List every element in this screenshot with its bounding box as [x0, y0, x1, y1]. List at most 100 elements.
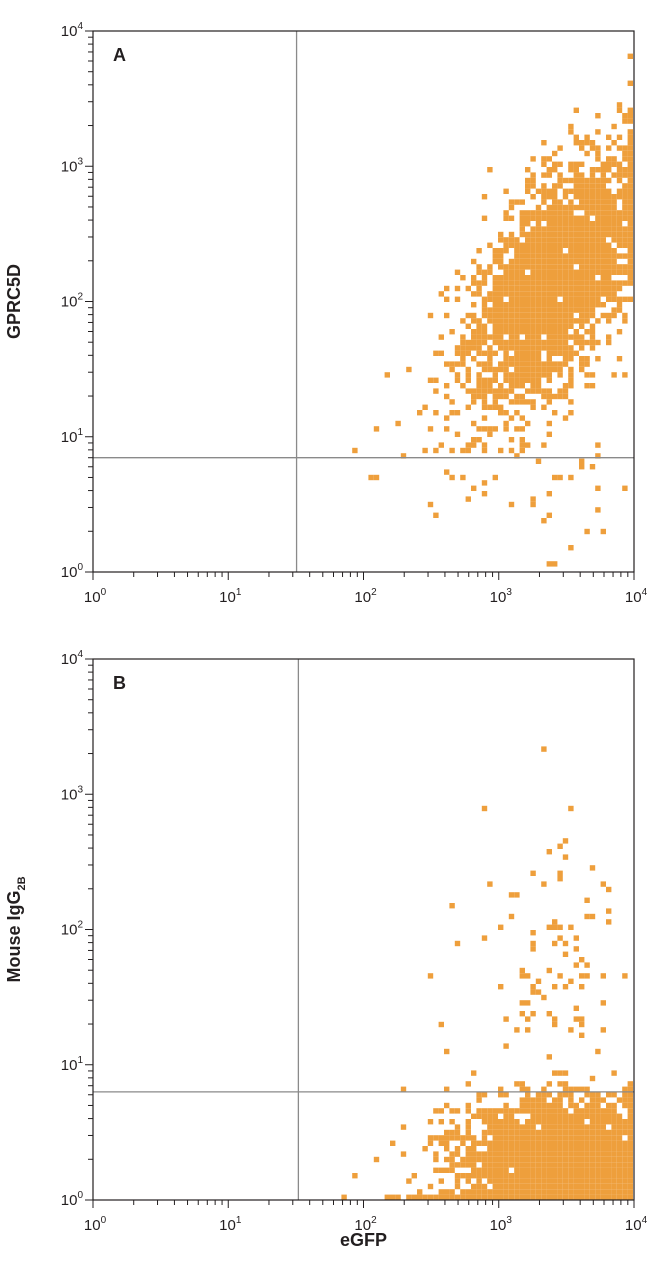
data-point	[530, 334, 536, 340]
data-point	[546, 1183, 552, 1190]
data-point	[611, 221, 617, 227]
data-point	[579, 291, 585, 297]
data-point	[535, 1119, 542, 1125]
data-point	[476, 1173, 482, 1179]
data-point	[535, 242, 542, 248]
data-point	[584, 1189, 590, 1195]
data-point	[568, 1027, 574, 1033]
data-point	[535, 388, 542, 394]
data-point	[530, 366, 536, 373]
data-point	[530, 296, 536, 302]
data-point	[492, 339, 498, 346]
data-point	[481, 312, 488, 319]
data-point	[557, 210, 563, 216]
data-point	[579, 226, 585, 232]
data-point	[476, 1113, 482, 1119]
data-point	[444, 296, 450, 302]
data-point	[627, 107, 633, 113]
data-point	[476, 1151, 482, 1157]
data-point	[530, 1113, 536, 1119]
data-point	[525, 1016, 531, 1022]
data-point	[589, 1140, 596, 1146]
data-point	[525, 264, 531, 270]
data-point	[562, 226, 569, 232]
data-point	[438, 1140, 444, 1146]
data-point	[611, 1156, 617, 1163]
data-point	[627, 221, 633, 227]
data-point	[600, 258, 606, 265]
data-point	[508, 199, 515, 205]
data-point	[562, 1086, 569, 1092]
data-point	[460, 1135, 466, 1141]
data-point	[535, 339, 542, 346]
data-point	[562, 188, 569, 194]
data-point	[616, 280, 623, 286]
data-point	[573, 1135, 579, 1141]
data-point	[562, 345, 569, 351]
data-point	[557, 275, 563, 281]
data-point	[508, 291, 515, 297]
data-point	[492, 426, 498, 432]
data-point	[627, 215, 633, 221]
data-point	[557, 1124, 563, 1130]
data-point	[600, 1162, 606, 1168]
data-point	[573, 107, 579, 113]
data-point	[476, 377, 482, 383]
data-point	[552, 264, 558, 270]
data-point	[568, 1194, 574, 1200]
data-point	[395, 420, 401, 427]
data-point	[579, 318, 585, 324]
data-point	[611, 1092, 617, 1098]
data-point	[606, 1102, 612, 1109]
data-point	[525, 377, 531, 383]
data-point	[579, 1167, 585, 1173]
data-point	[508, 361, 515, 367]
data-point	[552, 226, 558, 232]
data-point	[535, 1183, 542, 1190]
data-point	[492, 1113, 498, 1119]
data-point	[492, 474, 498, 481]
data-point	[568, 248, 574, 254]
data-point	[444, 1048, 450, 1055]
data-point	[562, 984, 569, 990]
data-point	[562, 1194, 569, 1200]
data-point	[557, 870, 563, 876]
data-point	[584, 194, 590, 200]
data-point	[525, 253, 531, 259]
data-point	[600, 167, 606, 173]
data-point	[552, 1102, 558, 1109]
data-point	[622, 485, 628, 491]
data-point	[616, 1167, 623, 1173]
data-point	[562, 318, 569, 324]
data-point	[519, 231, 525, 238]
data-point	[562, 415, 569, 421]
data-point	[541, 518, 547, 524]
data-point	[508, 1162, 515, 1168]
data-point	[476, 334, 482, 340]
data-point	[616, 215, 623, 221]
data-point	[546, 280, 552, 286]
data-point	[589, 264, 596, 270]
data-point	[525, 291, 531, 297]
data-point	[427, 973, 434, 979]
data-point	[514, 383, 520, 389]
data-point	[465, 1189, 471, 1195]
data-point	[579, 188, 585, 194]
data-point	[557, 1194, 563, 1200]
data-point	[498, 1135, 504, 1141]
data-point	[508, 415, 515, 421]
data-point	[579, 161, 585, 167]
data-point	[579, 356, 585, 362]
data-point	[530, 383, 536, 389]
data-point	[573, 962, 579, 968]
data-point	[481, 1183, 488, 1190]
data-point	[541, 285, 547, 292]
data-point	[552, 323, 558, 329]
data-point	[535, 1113, 542, 1119]
data-point	[476, 345, 482, 351]
data-point	[557, 935, 563, 941]
data-point	[541, 264, 547, 270]
data-point	[579, 1178, 585, 1184]
data-point	[535, 323, 542, 329]
data-point	[525, 1194, 531, 1200]
